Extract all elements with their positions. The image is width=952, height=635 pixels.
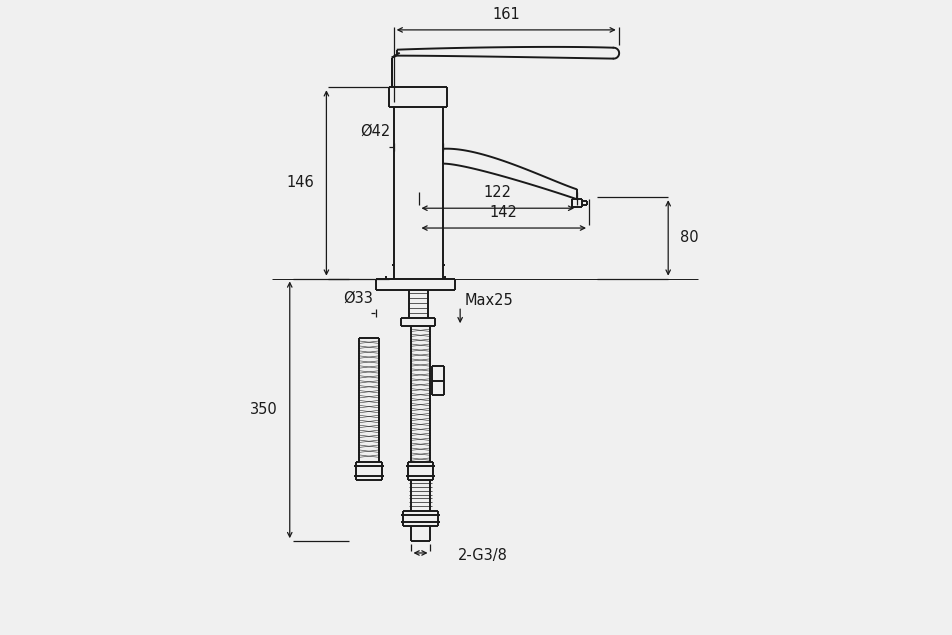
Text: 122: 122	[484, 185, 512, 200]
Text: 80: 80	[680, 231, 699, 246]
Text: 146: 146	[287, 175, 314, 190]
Text: Max25: Max25	[466, 293, 514, 308]
Text: Ø33: Ø33	[343, 290, 373, 305]
Text: 350: 350	[250, 403, 278, 417]
Text: 142: 142	[489, 205, 518, 220]
Text: 2-G3/8: 2-G3/8	[458, 549, 508, 563]
Text: Ø42: Ø42	[360, 124, 390, 139]
Text: 161: 161	[492, 7, 520, 22]
